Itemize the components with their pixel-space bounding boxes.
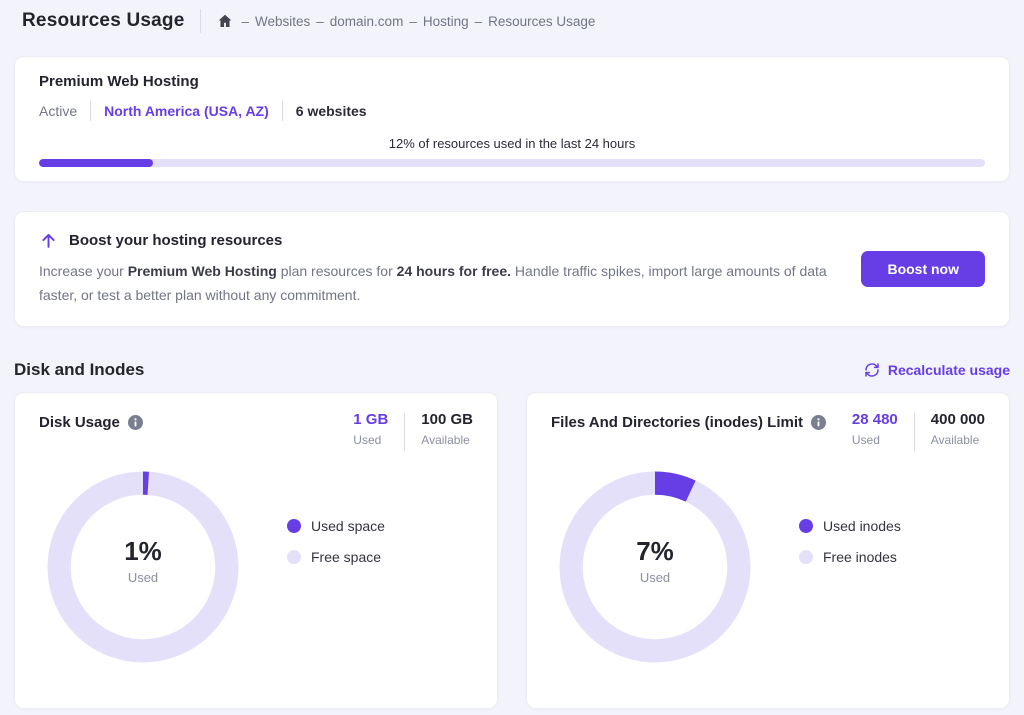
disk-legend: Used space Free space (287, 518, 385, 565)
breadcrumb-separator: – (474, 13, 483, 29)
breadcrumb-resources-usage: Resources Usage (488, 13, 596, 29)
section-title: Disk and Inodes (14, 360, 145, 379)
boost-title: Boost your hosting resources (69, 232, 283, 249)
boost-desc-text: plan resources for (276, 263, 397, 279)
info-icon[interactable] (810, 415, 826, 430)
plan-websites-count: 6 websites (295, 103, 367, 119)
free-inodes-dot-icon (799, 549, 813, 564)
free-space-label: Free space (311, 548, 382, 565)
breadcrumb-separator: – (241, 13, 249, 29)
disk-available-stat: 100 GB Available (421, 411, 473, 447)
boost-desc-plan-name: Premium Web Hosting (127, 263, 277, 279)
boost-desc-text: Handle traffic spikes, import large amou… (39, 263, 827, 303)
legend-item-free-inodes: Free inodes (799, 549, 901, 565)
disk-available-label: Available (421, 433, 470, 447)
inodes-used-stat: 28 480 Used (852, 411, 898, 447)
legend-item-free-space: Free space (287, 549, 385, 565)
page-header: Resources Usage – Websites – domain.com … (0, 0, 1024, 40)
boost-desc-free-period: 24 hours for free. (396, 263, 512, 279)
legend-item-used-space: Used space (287, 518, 385, 534)
breadcrumb-separator: – (409, 13, 417, 29)
inodes-limit-card: Files And Directories (inodes) Limit 28 … (526, 392, 1010, 709)
free-inodes-label: Free inodes (823, 548, 897, 565)
breadcrumb-separator: – (316, 13, 324, 29)
disk-stats: 1 GB Used 100 GB Available (353, 411, 473, 451)
boost-content: Boost your hosting resources Increase yo… (39, 231, 861, 307)
used-space-dot-icon (287, 518, 301, 533)
boost-description: Increase your Premium Web Hosting plan r… (39, 259, 835, 307)
plan-status: Active (39, 103, 78, 119)
breadcrumb-websites[interactable]: Websites (254, 13, 311, 29)
refresh-icon (865, 363, 879, 377)
header-divider (200, 9, 202, 33)
plan-card: Premium Web Hosting Active North America… (14, 56, 1010, 182)
meta-divider (281, 101, 283, 121)
stats-divider (404, 413, 406, 451)
disk-donut-chart: 1% Used (47, 471, 239, 663)
breadcrumb: – Websites – domain.com – Hosting – Reso… (217, 13, 595, 29)
inodes-used-value: 28 480 (851, 411, 898, 428)
disk-used-stat: 1 GB Used (353, 411, 388, 447)
inodes-stats: 28 480 Used 400 000 Available (852, 411, 985, 451)
breadcrumb-hosting[interactable]: Hosting (422, 13, 469, 29)
resources-progress-bar (39, 159, 985, 167)
used-inodes-label: Used inodes (823, 517, 901, 534)
up-arrow-icon (39, 231, 58, 250)
inodes-limit-title: Files And Directories (inodes) Limit (551, 414, 803, 431)
boost-desc-text: Increase your (39, 263, 128, 279)
recalculate-usage-label: Recalculate usage (887, 362, 1010, 378)
boost-now-button[interactable]: Boost now (861, 251, 985, 287)
meta-divider (90, 101, 92, 121)
page-title: Resources Usage (22, 10, 185, 31)
inodes-available-value: 400 000 (930, 411, 985, 428)
free-space-dot-icon (287, 549, 301, 564)
breadcrumb-domain[interactable]: domain.com (329, 13, 404, 29)
home-icon[interactable] (217, 13, 233, 29)
disk-inodes-section-header: Disk and Inodes Recalculate usage (14, 360, 1010, 380)
legend-item-used-inodes: Used inodes (799, 518, 901, 534)
used-space-label: Used space (311, 517, 385, 534)
disk-used-label: Used (353, 433, 382, 447)
inodes-available-label: Available (930, 433, 980, 447)
stats-divider (913, 413, 915, 451)
disk-usage-title: Disk Usage (39, 414, 120, 431)
used-inodes-dot-icon (799, 518, 813, 533)
boost-card: Boost your hosting resources Increase yo… (14, 211, 1010, 327)
disk-usage-card: Disk Usage 1 GB Used 100 GB Available (14, 392, 498, 709)
plan-name: Premium Web Hosting (39, 73, 199, 90)
resources-usage-label: 12% of resources used in the last 24 hou… (388, 136, 636, 151)
disk-available-value: 100 GB (421, 411, 473, 428)
inodes-used-label: Used (851, 433, 880, 447)
recalculate-usage-button[interactable]: Recalculate usage (864, 362, 1010, 378)
info-icon[interactable] (127, 415, 143, 430)
plan-meta: Active North America (USA, AZ) 6 website… (39, 101, 985, 121)
inodes-legend: Used inodes Free inodes (799, 518, 901, 565)
plan-location-link[interactable]: North America (USA, AZ) (104, 103, 269, 119)
resources-progress-fill (39, 159, 153, 167)
disk-used-value: 1 GB (353, 411, 389, 428)
inodes-donut-chart: 7% Used (559, 471, 751, 663)
inodes-available-stat: 400 000 Available (931, 411, 985, 447)
